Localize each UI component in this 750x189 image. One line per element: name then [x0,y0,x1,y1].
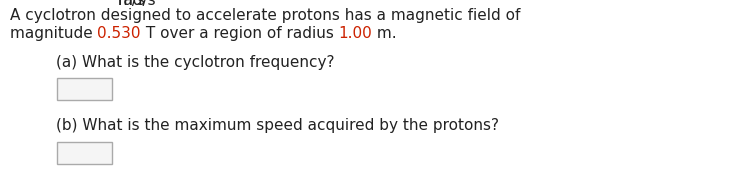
Text: T over a region of radius: T over a region of radius [141,26,339,41]
Text: 1.00: 1.00 [339,26,372,41]
Text: m.: m. [372,26,397,41]
Text: rad/s: rad/s [118,0,157,8]
Text: magnitude: magnitude [10,26,98,41]
Text: (a) What is the cyclotron frequency?: (a) What is the cyclotron frequency? [56,55,334,70]
Text: A cyclotron designed to accelerate protons has a magnetic field of: A cyclotron designed to accelerate proto… [10,8,520,23]
Text: (b) What is the maximum speed acquired by the protons?: (b) What is the maximum speed acquired b… [56,118,500,133]
FancyBboxPatch shape [57,78,112,100]
Text: m/s: m/s [118,0,146,8]
Text: 0.530: 0.530 [98,26,141,41]
FancyBboxPatch shape [57,142,112,164]
